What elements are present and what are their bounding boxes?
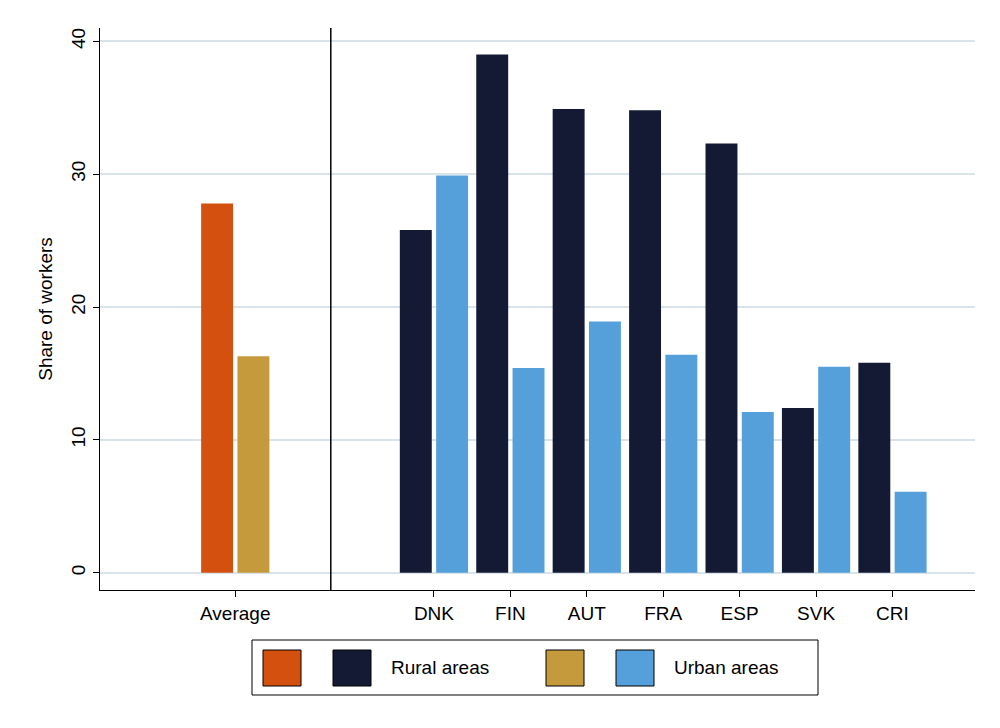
svg-text:Share of workers: Share of workers xyxy=(35,237,56,381)
svg-text:FIN: FIN xyxy=(495,603,526,624)
svg-text:20: 20 xyxy=(68,294,89,315)
svg-text:Rural areas: Rural areas xyxy=(391,657,489,678)
svg-text:AUT: AUT xyxy=(568,603,606,624)
svg-text:0: 0 xyxy=(68,565,89,576)
svg-text:CRI: CRI xyxy=(876,603,909,624)
svg-text:SVK: SVK xyxy=(797,603,835,624)
svg-text:40: 40 xyxy=(68,28,89,49)
svg-text:Urban areas: Urban areas xyxy=(674,657,779,678)
svg-text:FRA: FRA xyxy=(644,603,682,624)
svg-text:DNK: DNK xyxy=(414,603,454,624)
svg-text:30: 30 xyxy=(68,161,89,182)
svg-text:10: 10 xyxy=(68,426,89,447)
svg-text:ESP: ESP xyxy=(721,603,759,624)
svg-text:Average: Average xyxy=(200,603,270,624)
